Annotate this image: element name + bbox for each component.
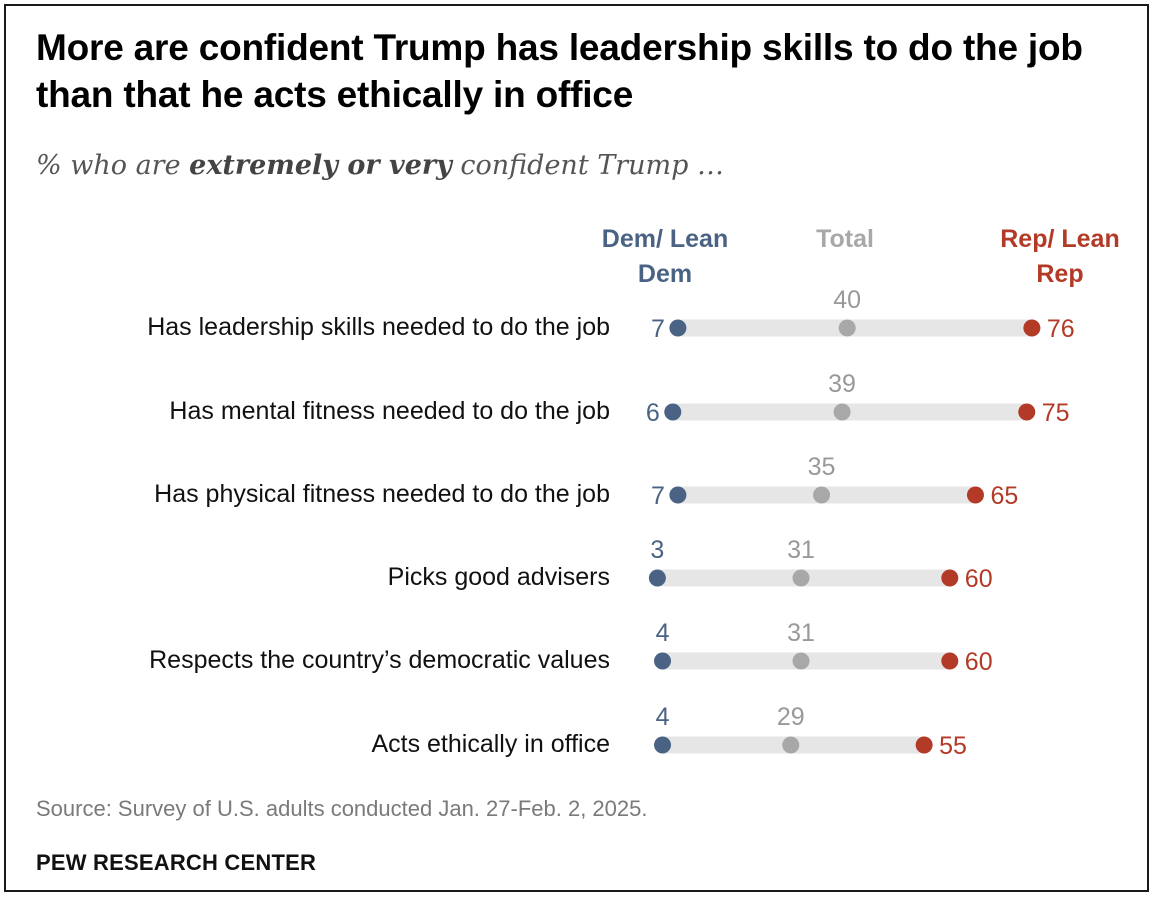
value-label-dem: 4 <box>656 619 670 647</box>
value-label-total: 31 <box>787 536 815 564</box>
source-note: Source: Survey of U.S. adults conducted … <box>36 796 648 821</box>
dot-rep <box>966 486 984 504</box>
row-label: Has leadership skills needed to do the j… <box>147 313 610 341</box>
chart-frame <box>4 4 1149 892</box>
header-total: Total <box>816 225 874 253</box>
value-label-total: 40 <box>833 286 861 314</box>
dot-total <box>792 652 810 670</box>
chart-subtitle: % who are extremely or very confident Tr… <box>36 150 724 181</box>
dot-dem <box>648 569 666 587</box>
row-label: Respects the country’s democratic values <box>149 646 610 674</box>
dot-dem <box>654 652 672 670</box>
header-dem: Dem/ Lean Dem <box>601 225 729 288</box>
dot-total <box>833 403 851 421</box>
value-label-dem: 3 <box>650 536 664 564</box>
dot-total <box>782 736 800 754</box>
dot-dem <box>669 486 687 504</box>
value-label-rep: 60 <box>965 648 993 676</box>
value-label-rep: 75 <box>1042 399 1070 427</box>
value-label-total: 35 <box>808 453 836 481</box>
dot-rep <box>941 652 959 670</box>
value-label-total: 39 <box>828 370 856 398</box>
dot-total <box>838 319 856 337</box>
value-label-rep: 55 <box>939 732 967 760</box>
value-label-rep: 60 <box>965 565 993 593</box>
dot-dem <box>654 736 672 754</box>
value-label-rep: 76 <box>1047 315 1075 343</box>
row-label: Picks good advisers <box>387 563 610 591</box>
subtitle-suffix: confident Trump … <box>451 150 725 181</box>
dot-rep <box>915 736 933 754</box>
dot-dem <box>664 403 682 421</box>
row-label: Has physical fitness needed to do the jo… <box>154 480 610 508</box>
value-label-dem: 7 <box>651 482 665 510</box>
value-label-total: 31 <box>787 619 815 647</box>
row-label: Has mental fitness needed to do the job <box>169 397 610 425</box>
header-rep: Rep/ Lean Rep <box>1000 225 1120 288</box>
value-label-rep: 65 <box>990 482 1018 510</box>
row-label: Acts ethically in office <box>371 730 610 758</box>
dot-rep <box>1023 319 1041 337</box>
dot-rep <box>1018 403 1036 421</box>
subtitle-prefix: % who are <box>36 150 190 181</box>
brand-name: PEW RESEARCH CENTER <box>36 850 317 875</box>
value-label-dem: 6 <box>646 399 660 427</box>
dot-dem <box>669 319 687 337</box>
dot-total <box>792 569 810 587</box>
value-label-dem: 4 <box>656 703 670 731</box>
value-label-dem: 7 <box>651 315 665 343</box>
subtitle-emphasis: extremely or very <box>189 150 452 181</box>
dot-rep <box>941 569 959 587</box>
value-label-total: 29 <box>777 703 805 731</box>
chart-title: More are confident Trump has leadership … <box>36 27 1083 115</box>
dot-total <box>813 486 831 504</box>
